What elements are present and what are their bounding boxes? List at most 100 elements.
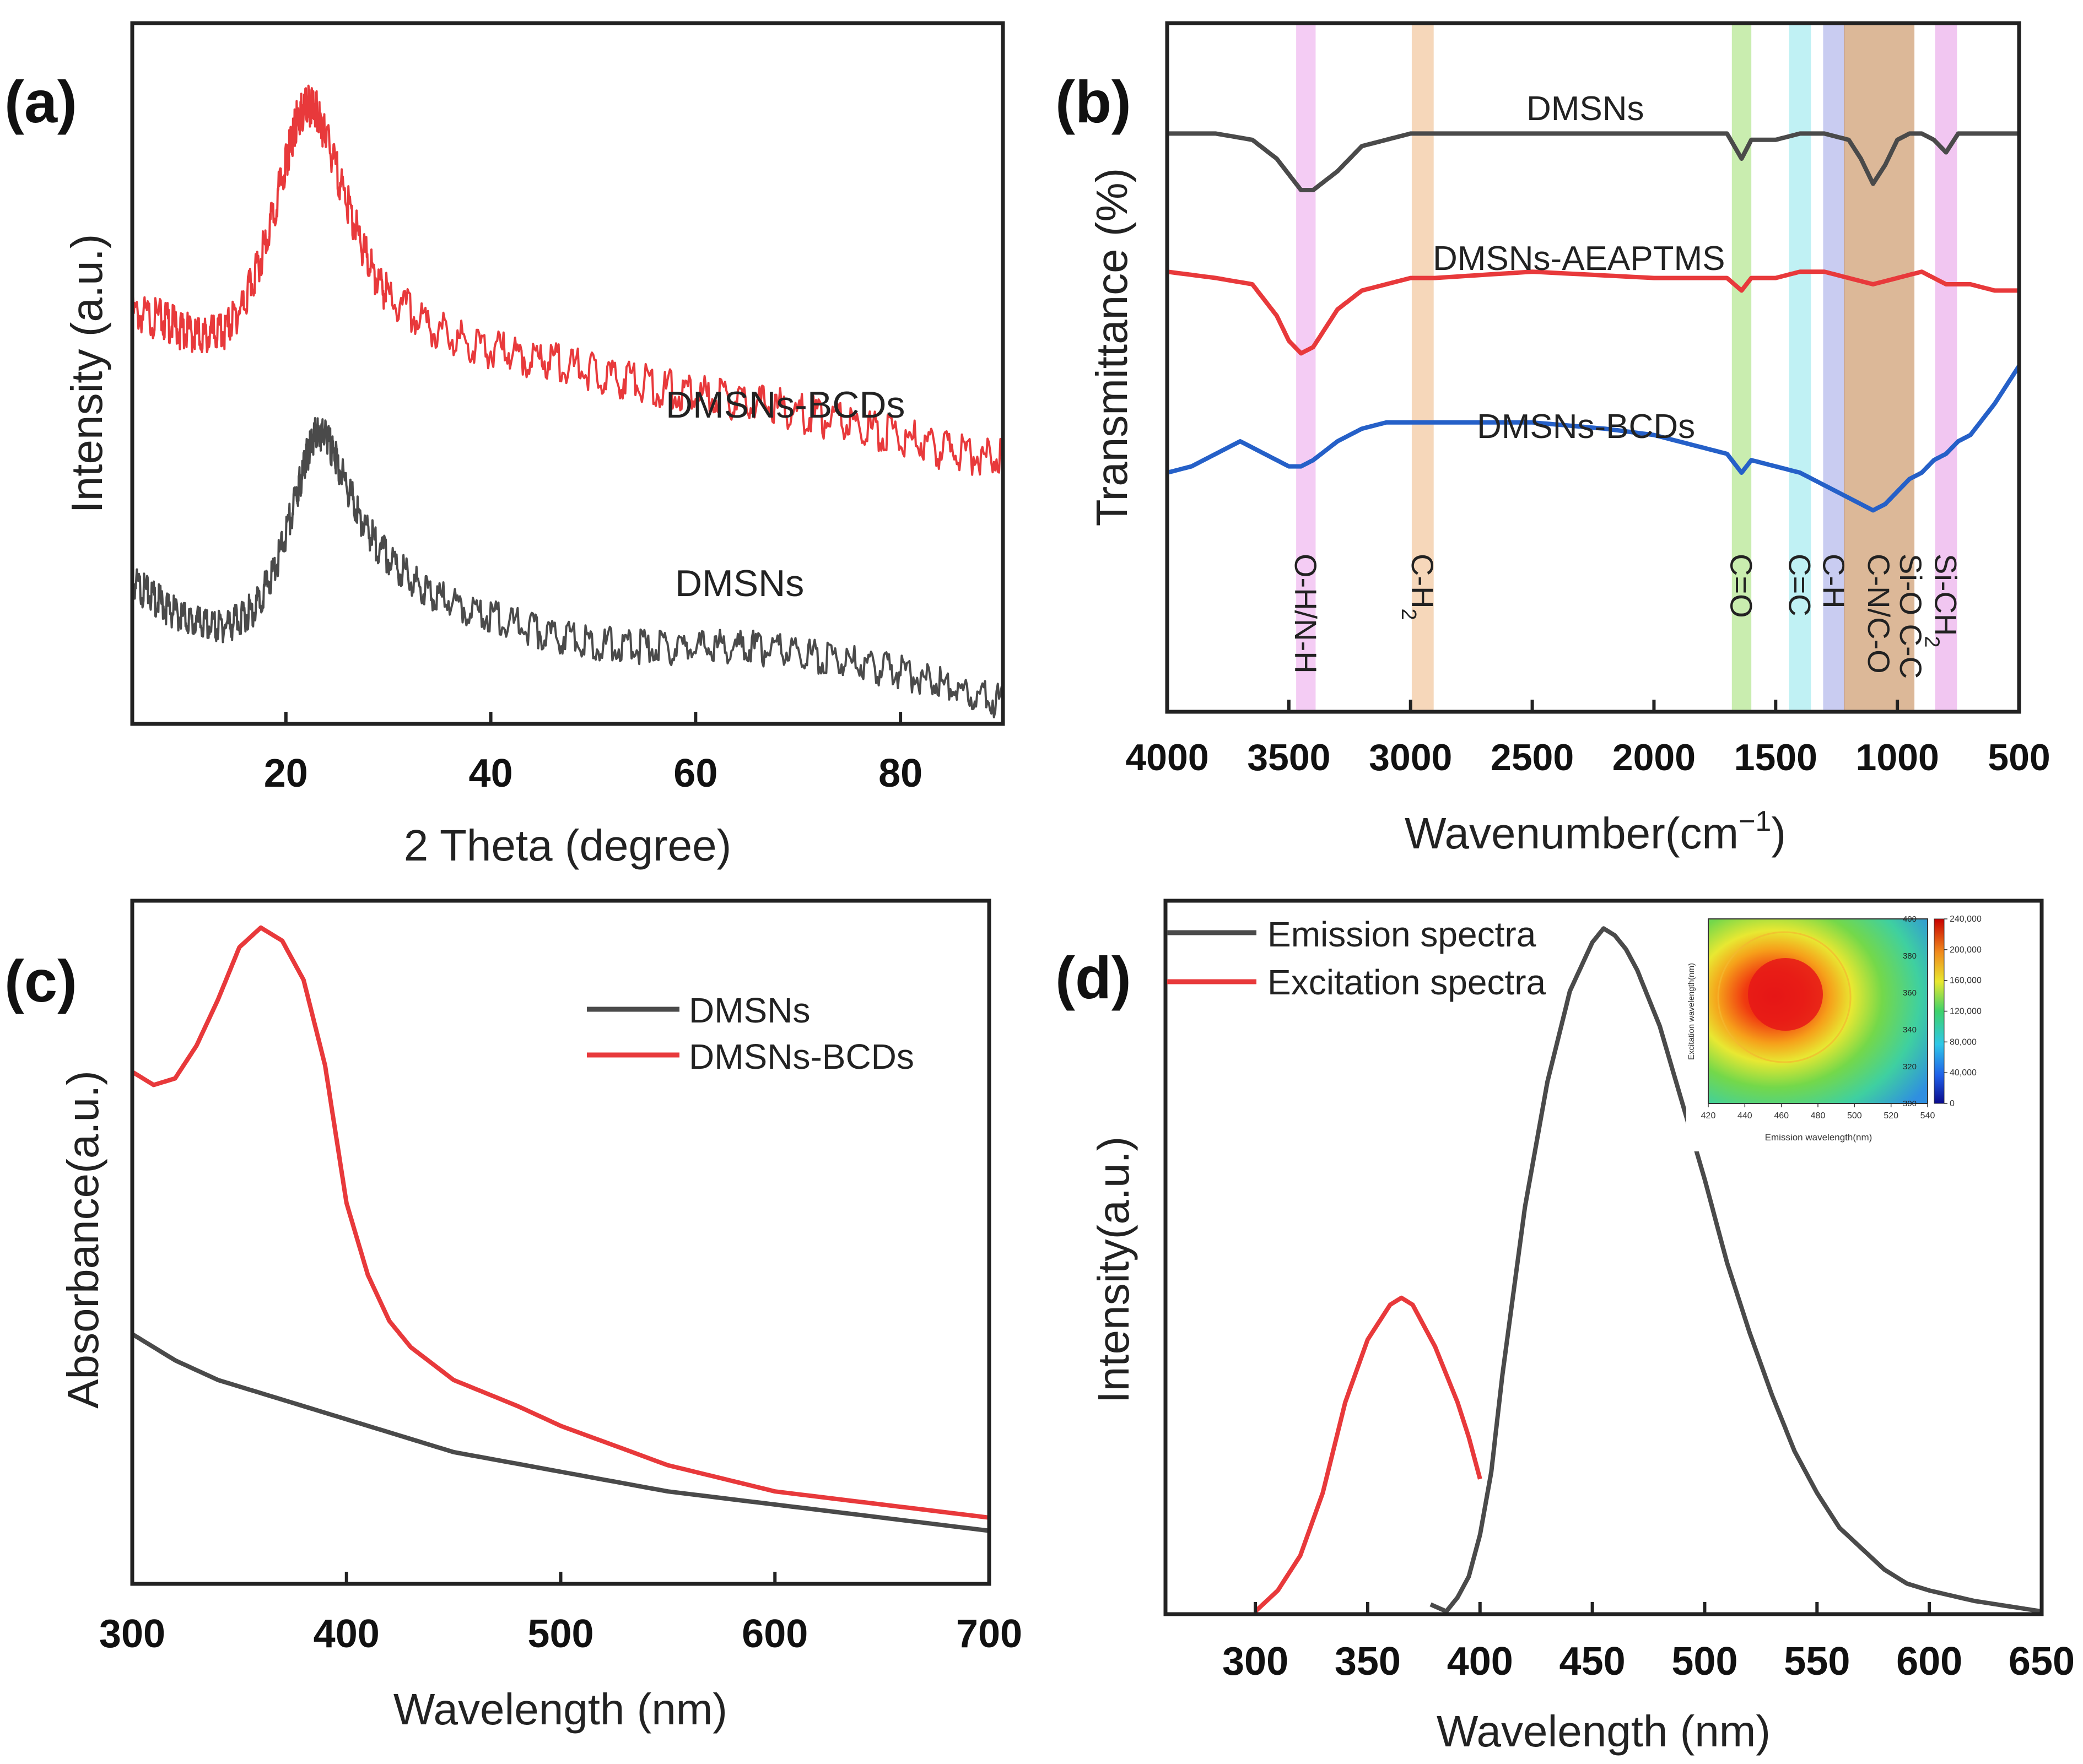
- series-dmsns-bcds-line-c: [131, 925, 990, 1520]
- panel-d-frame: [1163, 899, 2044, 1616]
- x-tick-label-d-500: 500: [1671, 1639, 1737, 1684]
- x-tick-label-b-2000: 2000: [1612, 737, 1696, 778]
- legend-label-emission-d: Emission spectra: [1267, 915, 1536, 954]
- band-c-h2: [1411, 25, 1434, 711]
- panel-d-label: (d): [1055, 944, 1131, 1011]
- x-tick-label-c-600: 600: [742, 1612, 808, 1656]
- band-label-c-n-c-o-si-o-c-c: C-N/C-O: [1861, 554, 1896, 674]
- inset-colorbar: [1934, 918, 1945, 1104]
- x-tick-label-b-1000: 1000: [1856, 737, 1939, 778]
- x-tick-label-c-300: 300: [99, 1612, 165, 1656]
- x-tick-label-c-700: 700: [956, 1612, 1022, 1656]
- series-emission-spectra-line-d: [1429, 926, 2042, 1614]
- x-tick-label-b-3500: 3500: [1247, 737, 1330, 778]
- band-label-c-c: C=C: [1782, 554, 1817, 616]
- inset-y-tick-label-340: 340: [1903, 1025, 1917, 1035]
- inset-y-ticks: 300 320 340 360 380 400: [1903, 915, 1917, 1108]
- panel-c-y-axis-label: Absorbance(a.u.): [58, 1070, 107, 1409]
- inset-heatmap-contour-outer: [1717, 931, 1852, 1063]
- x-tick-label-b-4000: 4000: [1125, 737, 1208, 778]
- panel-a: (a) 20 40 60 80 2 Theta (degree) Intensity …: [4, 21, 1005, 870]
- band-c-o: [1731, 25, 1752, 711]
- panel-d-x-ticks: 300 350 400 450 500 550 600 650: [1222, 1602, 2075, 1684]
- colorbar-tick-label-200000: 200,000: [1950, 945, 1982, 955]
- inset-x-tick-label-500: 500: [1847, 1111, 1862, 1121]
- colorbar-tick-label-120000: 120,000: [1950, 1007, 1982, 1016]
- band-label-c-o: C=O: [1724, 554, 1758, 618]
- colorbar-tick-label-80000: 80,000: [1950, 1037, 1977, 1047]
- x-tick-label-a-20: 20: [264, 751, 308, 796]
- panel-c-x-axis-label: Wavelength (nm): [393, 1685, 727, 1734]
- x-tick-label-c-400: 400: [314, 1612, 380, 1656]
- colorbar-tick-label-0: 0: [1950, 1099, 1955, 1108]
- inset-colorbar-ticks: 0 40,000 80,000 120,000 160,000 200,000 240,00…: [1944, 915, 1982, 1108]
- panel-d-plot-area: [1254, 926, 2042, 1614]
- panel-c-legend: DMSNs DMSNs-BCDs: [587, 991, 914, 1076]
- x-tick-label-d-400: 400: [1447, 1639, 1513, 1684]
- inset-x-tick-label-440: 440: [1737, 1111, 1752, 1121]
- inset-y-axis-label: Excitation wavelength(nm): [1687, 963, 1696, 1060]
- panel-a-x-ticks: 20 40 60 80: [264, 712, 922, 796]
- panel-a-label: (a): [4, 68, 77, 135]
- series-label-dmsns-b: DMSNs: [1526, 90, 1644, 128]
- x-tick-label-d-300: 300: [1222, 1639, 1288, 1684]
- panel-d-y-axis-label: Intensity(a.u.): [1089, 1137, 1138, 1404]
- panel-a-plot-area: [131, 84, 1004, 718]
- x-tick-label-d-600: 600: [1896, 1639, 1962, 1684]
- band-o-h-n-h: [1296, 25, 1316, 711]
- series-label-dmsns-bcds-b: DMSNs-BCDs: [1477, 408, 1695, 446]
- panel-d-x-axis-label: Wavelength (nm): [1437, 1707, 1771, 1756]
- x-tick-label-d-650: 650: [2009, 1639, 2075, 1684]
- series-label-dmsns-aeaptms-b: DMSNs-AEAPTMS: [1433, 240, 1725, 278]
- series-dmsns-bcds-line-b: [1166, 365, 2021, 513]
- series-dmsns-bcds-line-a: [131, 84, 1004, 476]
- x-tick-label-b-3000: 3000: [1369, 737, 1452, 778]
- series-label-dmsns-a: DMSNs: [675, 562, 804, 604]
- inset-y-tick-label-320: 320: [1903, 1062, 1917, 1072]
- panel-c: (c) 300 400 500 600 700 Wavelength (nm) Abso…: [4, 899, 1022, 1734]
- legend-label-dmsns-bcds-c: DMSNs-BCDs: [689, 1037, 914, 1076]
- inset-x-tick-label-520: 520: [1884, 1111, 1898, 1121]
- inset-x-ticks: 420 440 460 480 500 520 540: [1701, 1103, 1935, 1121]
- inset-x-tick-label-480: 480: [1811, 1111, 1826, 1121]
- x-tick-label-b-1500: 1500: [1734, 737, 1817, 778]
- series-dmsns-line-a: [131, 417, 1004, 718]
- band-label-si-o-c-c: Si-O C-C: [1893, 554, 1928, 679]
- series-dmsns-line-c: [131, 1332, 990, 1533]
- inset-x-tick-label-420: 420: [1701, 1111, 1716, 1121]
- band-c-c: [1789, 25, 1811, 711]
- panel-b: (b) O-H/N-H C-H2 C=O C=CC-H C-N/C-OSi-O C-C S…: [1055, 21, 2050, 858]
- x-tick-label-b-2500: 2500: [1491, 737, 1574, 778]
- panel-d-legend: Emission spectra Excitation spectra: [1167, 915, 1546, 1002]
- band-label-si-ch2: Si-CH2: [1920, 554, 1963, 647]
- x-tick-label-d-550: 550: [1784, 1639, 1850, 1684]
- x-tick-label-c-500: 500: [527, 1612, 593, 1656]
- inset-x-tick-label-540: 540: [1920, 1111, 1935, 1121]
- panel-b-frame: [1165, 21, 2021, 714]
- inset-y-tick-label-400: 400: [1903, 915, 1917, 924]
- x-tick-label-b-500: 500: [1988, 737, 2050, 778]
- panel-b-plot-area: [1166, 131, 2021, 513]
- inset-y-tick-label-380: 380: [1903, 951, 1917, 961]
- legend-label-excitation-d: Excitation spectra: [1267, 962, 1546, 1002]
- inset-x-tick-label-460: 460: [1774, 1111, 1789, 1121]
- panel-c-frame: [130, 899, 991, 1586]
- x-tick-label-d-450: 450: [1559, 1639, 1626, 1684]
- band-label-o-h-n-h: O-H/N-H: [1288, 554, 1323, 674]
- series-dmsns-line-b: [1167, 131, 2020, 192]
- panel-c-plot-area: [131, 925, 990, 1533]
- inset-heatmap-peak: [1748, 958, 1823, 1031]
- panel-b-x-axis-label: Wavenumber(cm−1): [1405, 805, 1786, 858]
- series-excitation-spectra-line-d: [1254, 1295, 1482, 1613]
- x-tick-label-a-80: 80: [878, 751, 922, 796]
- panel-a-frame: [130, 21, 1005, 726]
- legend-label-dmsns-c: DMSNs: [689, 991, 810, 1030]
- series-dmsns-aeaptms-line-b: [1167, 269, 2020, 356]
- panel-a-y-axis-label: Intensity (a.u.): [62, 234, 111, 513]
- x-tick-label-a-40: 40: [469, 751, 513, 796]
- colorbar-tick-label-160000: 160,000: [1950, 976, 1982, 986]
- x-tick-label-d-350: 350: [1335, 1639, 1401, 1684]
- band-label-c-h2: C-H2: [1397, 554, 1440, 620]
- panel-b-bands: O-H/N-H C-H2 C=O C=CC-H C-N/C-OSi-O C-C Si-CH…: [1288, 25, 1963, 711]
